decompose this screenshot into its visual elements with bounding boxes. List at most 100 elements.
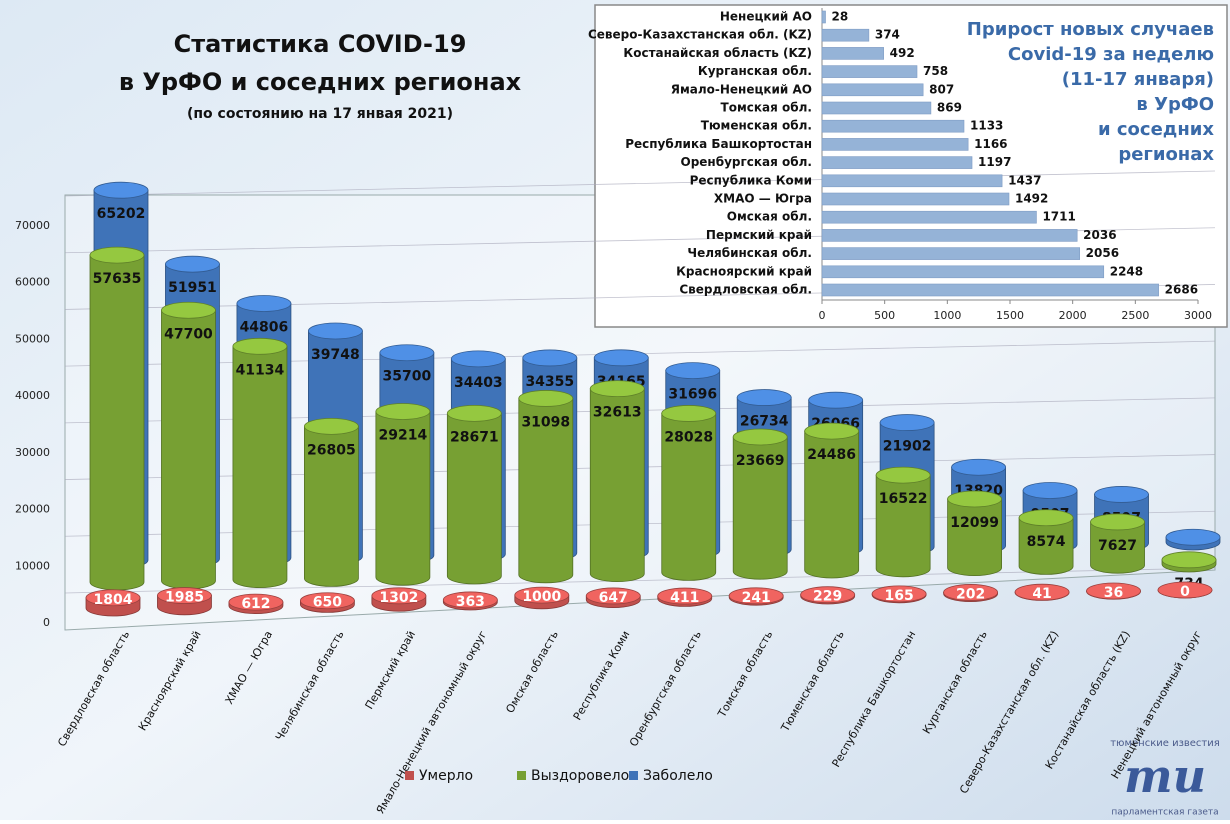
value-label: 1492: [1015, 192, 1048, 206]
inset-title: регионах: [1118, 144, 1214, 165]
cylinder-top: [804, 422, 860, 440]
cylinder-top: [951, 458, 1006, 476]
bar: [821, 265, 1105, 279]
y-tick-label: 70000: [15, 219, 50, 232]
cylinder-top: [514, 586, 570, 604]
bar: [821, 65, 918, 78]
y-tick-label: Свердловская обл.: [679, 283, 812, 297]
cylinder-top: [93, 181, 149, 199]
cylinder-body: [304, 425, 359, 587]
y-tick-label: Пермский край: [706, 228, 812, 242]
cylinder-top: [89, 246, 145, 264]
value-label: 612: [241, 596, 270, 612]
value-label: 26734: [740, 414, 789, 430]
y-tick-label: 30000: [15, 446, 50, 459]
value-label: 758: [923, 64, 948, 78]
value-label: 28028: [664, 429, 713, 445]
legend-label: Умерло: [419, 768, 473, 784]
value-label: 241: [742, 590, 771, 606]
cylinder-top: [657, 587, 713, 605]
y-tick-label: Тюменская обл.: [701, 119, 812, 133]
value-label: 650: [313, 595, 342, 611]
bar: [821, 10, 826, 24]
y-tick-label: Омская обл.: [727, 210, 812, 224]
value-label: 807: [929, 82, 954, 96]
value-label: 411: [670, 590, 699, 606]
value-label: 36: [1104, 585, 1123, 601]
cylinder-top: [303, 417, 359, 435]
value-label: 1804: [94, 592, 133, 608]
bar: [821, 192, 1010, 206]
legend-swatch: [405, 771, 414, 780]
cylinder-body: [446, 412, 502, 585]
cylinder-top: [379, 344, 435, 362]
value-label: 34355: [525, 374, 574, 390]
y-tick-label: Курганская обл.: [698, 64, 812, 78]
logo-bottom: парламентская газета: [1111, 808, 1218, 818]
cylinder-top: [371, 587, 427, 605]
cylinder-top: [1165, 528, 1221, 546]
cylinder-top: [808, 391, 864, 409]
value-label: 47700: [164, 326, 213, 342]
y-tick-label: 20000: [15, 503, 50, 516]
value-label: 2248: [1110, 264, 1143, 278]
grid-line: [64, 170, 1216, 197]
value-label: 21902: [883, 439, 932, 455]
value-label: 8574: [1027, 534, 1066, 550]
cylinder-top: [518, 390, 574, 407]
y-tick-label: Республика Коми: [690, 173, 812, 187]
value-label: 28671: [450, 429, 499, 445]
y-tick-label: Красноярский край: [676, 264, 812, 278]
inset-title: (11-17 января): [1062, 69, 1214, 90]
bar: [821, 174, 1003, 188]
cylinder-body: [732, 436, 788, 580]
chart-title: в УрФО и соседних регионах: [119, 68, 522, 96]
cylinder-top: [228, 593, 284, 611]
cylinder-top: [800, 586, 856, 604]
value-label: 31696: [668, 387, 717, 403]
cylinder-top: [947, 490, 1002, 508]
inset-title: Прирост новых случаев: [967, 19, 1214, 40]
value-label: 1302: [379, 590, 418, 606]
cylinder-top: [161, 301, 216, 319]
value-label: 1166: [974, 137, 1007, 151]
cylinder-top: [1022, 482, 1078, 499]
value-label: 2686: [1165, 283, 1198, 297]
cylinder-top: [1014, 583, 1070, 601]
y-tick-label: Ненецкий АО: [720, 10, 812, 24]
value-label: 16522: [879, 491, 928, 507]
cylinder-top: [585, 587, 641, 605]
value-label: 41134: [236, 362, 285, 378]
cylinder-body: [161, 309, 216, 590]
value-label: 41: [1032, 586, 1051, 602]
value-label: 34403: [454, 375, 503, 391]
cylinder-body: [947, 498, 1002, 576]
cylinder-body: [661, 413, 717, 581]
value-label: 1197: [978, 155, 1011, 169]
bar: [821, 283, 1159, 297]
cylinder-top: [665, 362, 721, 380]
bar: [821, 119, 965, 133]
logo-top: тюменские известия: [1110, 738, 1220, 749]
value-label: 24486: [807, 447, 856, 463]
cylinder-top: [450, 350, 506, 368]
value-label: 202: [956, 586, 985, 602]
cylinder-body: [518, 398, 574, 584]
x-tick-label: 0: [819, 309, 826, 322]
value-label: 374: [875, 28, 900, 42]
y-tick-label: Томская обл.: [721, 101, 812, 115]
x-tick-label: 2500: [1121, 309, 1149, 322]
value-label: 31098: [521, 414, 570, 430]
cylinder-top: [1157, 581, 1213, 599]
inset-title: в УрФО: [1136, 94, 1214, 115]
value-label: 23669: [736, 453, 785, 469]
value-label: 165: [885, 588, 914, 604]
value-label: 65202: [97, 206, 146, 222]
value-label: 1437: [1008, 173, 1041, 187]
value-label: 29214: [379, 428, 428, 444]
value-label: 1133: [970, 119, 1003, 133]
cylinder-top: [871, 585, 927, 603]
value-label: 44806: [240, 319, 289, 335]
cylinder-body: [1090, 521, 1145, 574]
